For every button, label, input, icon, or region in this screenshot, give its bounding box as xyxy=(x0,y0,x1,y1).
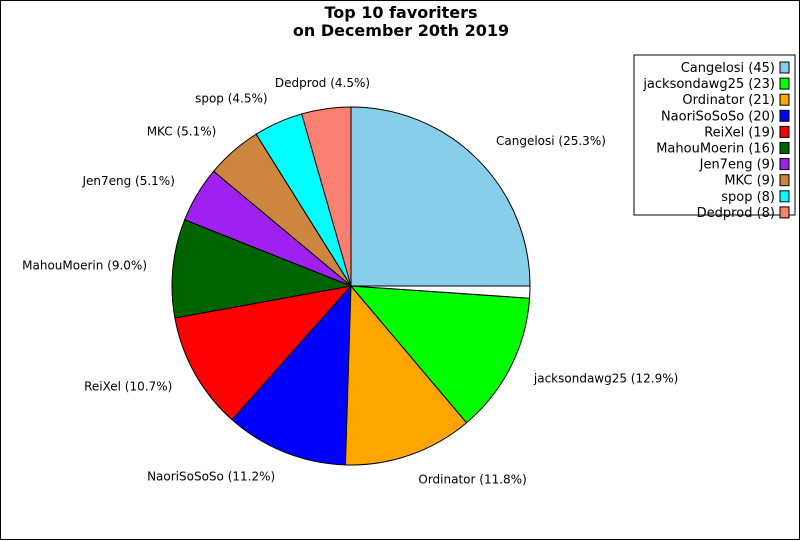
legend: Cangelosi (45)jacksondawg25 (23)Ordinato… xyxy=(633,54,796,221)
chart-title-line-2: on December 20th 2019 xyxy=(293,21,509,40)
slice-label-mahoumoerin: MahouMoerin (9.0%) xyxy=(22,259,147,273)
pie-slice-cangelosi xyxy=(350,106,531,287)
legend-swatch-cangelosi xyxy=(779,61,790,74)
legend-swatch-spop xyxy=(779,190,790,203)
legend-label-mkc: MKC (9) xyxy=(724,174,775,189)
legend-swatch-ordinator xyxy=(779,93,790,106)
legend-label-jacksondawg25: jacksondawg25 (23) xyxy=(642,77,775,92)
legend-label-spop: spop (8) xyxy=(721,190,775,205)
slice-label-naorisososo: NaoriSoSoSo (11.2%) xyxy=(147,470,275,484)
legend-box xyxy=(633,54,796,216)
slice-label-dedprod: Dedprod (4.5%) xyxy=(275,76,370,90)
legend-swatch-mkc xyxy=(779,174,790,187)
legend-label-dedprod: Dedprod (8) xyxy=(697,206,775,221)
chart-title-line-1: Top 10 favoriters xyxy=(324,3,477,22)
legend-label-cangelosi: Cangelosi (45) xyxy=(681,61,775,76)
legend-label-naorisososo: NaoriSoSoSo (20) xyxy=(661,109,775,124)
slice-label-ordinator: Ordinator (11.8%) xyxy=(418,473,526,487)
legend-label-mahoumoerin: MahouMoerin (16) xyxy=(656,142,775,157)
legend-swatch-mahoumoerin xyxy=(779,142,790,154)
legend-label-reixel: ReiXel (19) xyxy=(704,125,775,140)
pie-slice-other xyxy=(350,285,531,299)
slice-label-cangelosi: Cangelosi (25.3%) xyxy=(496,134,606,148)
legend-swatch-jen7eng xyxy=(779,158,790,171)
legend-swatch-dedprod xyxy=(779,206,790,219)
pie-slice-naorisososo xyxy=(231,284,352,466)
pie-slices xyxy=(171,106,531,466)
legend-swatch-naorisososo xyxy=(779,109,790,122)
pie-slice-mahoumoerin xyxy=(171,219,353,319)
chart-title: Top 10 favoriters on December 20th 2019 xyxy=(293,3,509,40)
legend-swatch-jacksondawg25 xyxy=(779,77,790,90)
legend-swatch-reixel xyxy=(779,125,790,138)
slice-label-jen7eng: Jen7eng (5.1%) xyxy=(81,174,174,188)
legend-label-jen7eng: Jen7eng (9) xyxy=(699,158,775,173)
pie-slice-ordinator xyxy=(344,284,468,466)
pie-slice-reixel xyxy=(174,285,353,421)
slice-label-reixel: ReiXel (10.7%) xyxy=(84,380,172,394)
slice-label-mkc: MKC (5.1%) xyxy=(147,125,217,139)
legend-label-ordinator: Ordinator (21) xyxy=(682,93,775,108)
slice-label-spop: spop (4.5%) xyxy=(195,92,268,106)
pie-slice-jacksondawg25 xyxy=(349,285,531,424)
slice-label-jacksondawg25: jacksondawg25 (12.9%) xyxy=(533,372,678,386)
pie-slice-labels: Cangelosi (25.3%) Dedprod (4.5%) spop (4.5… xyxy=(22,76,678,487)
